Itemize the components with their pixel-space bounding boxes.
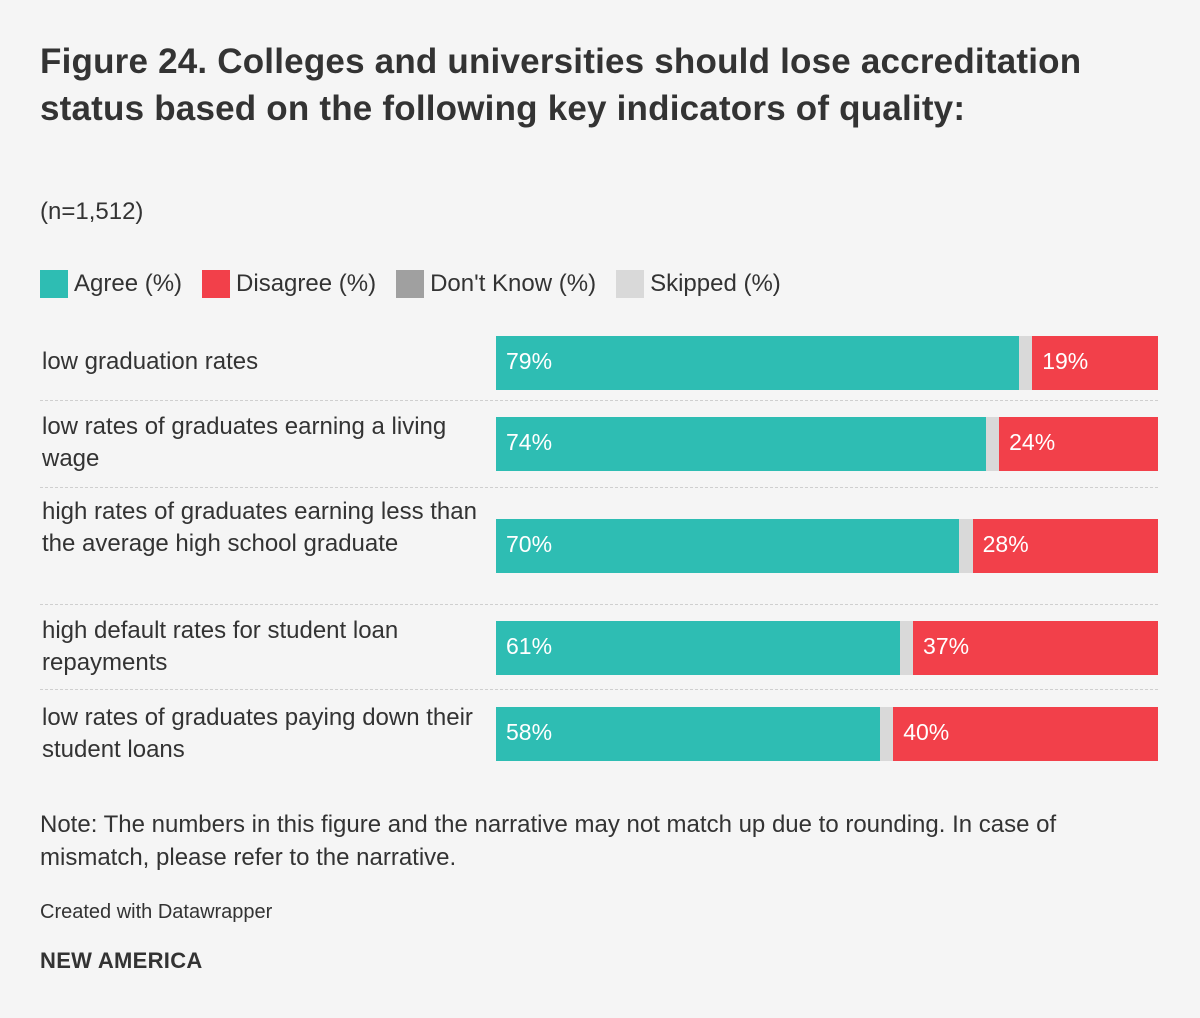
stacked-bar: 79% 19% [496, 336, 1158, 390]
bar-segment-don-t-know [1018, 336, 1033, 390]
chart-row: high rates of graduates earning less tha… [40, 488, 1158, 605]
chart-row: low rates of graduates paying down their… [40, 690, 1158, 774]
footnote: Note: The numbers in this figure and the… [40, 811, 1057, 871]
category-label: low rates of graduates paying down their… [42, 704, 473, 763]
category-label: high rates of graduates earning less tha… [42, 498, 477, 557]
bar-segment-disagree: 28% [972, 519, 1158, 573]
organization-logo: NEW AMERICA [40, 948, 203, 973]
data-label-disagree: 37% [923, 633, 970, 659]
bar-segment-agree: 61% [496, 621, 900, 675]
legend-swatch-disagree [202, 270, 231, 298]
chart-row: high default rates for student loan repa… [40, 605, 1158, 690]
legend-item-dont-know: Don't Know (%) [396, 270, 596, 298]
bar-segment-don-t-know [899, 621, 914, 675]
category-label: low graduation rates [42, 348, 259, 375]
data-label-disagree: 24% [1009, 429, 1056, 455]
data-label-agree: 58% [506, 719, 553, 745]
legend-label-agree: Agree (%) [74, 270, 183, 297]
bar-segment-agree: 58% [496, 707, 880, 761]
legend-swatch-dont-know [396, 270, 425, 298]
bar-segment-agree: 74% [496, 417, 986, 471]
chart-row: low graduation rates 79% 19% [40, 328, 1158, 401]
bar-segment-disagree: 37% [913, 621, 1158, 675]
chart-row: low rates of graduates earning a living … [40, 401, 1158, 488]
legend-item-disagree: Disagree (%) [202, 270, 376, 298]
data-label-disagree: 28% [982, 531, 1029, 557]
bar-segment-agree: 70% [496, 519, 960, 573]
stacked-bar: 74% 24% [496, 417, 1158, 471]
legend-item-skipped: Skipped (%) [616, 270, 781, 298]
bar-segment-don-t-know [985, 417, 1000, 471]
bar-segment-disagree: 24% [999, 417, 1158, 471]
legend-label-disagree: Disagree (%) [236, 270, 377, 297]
data-label-disagree: 19% [1042, 348, 1089, 374]
chart-subtitle: (n=1,512) [40, 198, 144, 225]
data-label-agree: 79% [506, 348, 553, 374]
stacked-bar: 58% 40% [496, 707, 1158, 761]
bar-segment-agree: 79% [496, 336, 1019, 390]
legend-swatch-skipped [616, 270, 645, 298]
bar-segment-disagree: 40% [893, 707, 1158, 761]
credit-text: Created with Datawrapper [40, 901, 273, 923]
data-label-disagree: 40% [903, 719, 950, 745]
legend-label-skipped: Skipped (%) [650, 270, 781, 297]
stacked-bar: 61% 37% [496, 621, 1158, 675]
bar-segment-don-t-know [959, 519, 973, 573]
legend-item-agree: Agree (%) [40, 270, 182, 298]
category-label: high default rates for student loan repa… [42, 617, 399, 676]
bar-segment-disagree: 19% [1032, 336, 1158, 390]
legend-label-dont-know: Don't Know (%) [430, 270, 597, 297]
legend-swatch-agree [40, 270, 68, 298]
category-label: low rates of graduates earning a living … [42, 413, 447, 472]
legend: Agree (%) Disagree (%) Don't Know (%) Sk… [40, 270, 801, 298]
chart-title: Figure 24. Colleges and universities sho… [40, 42, 1082, 128]
data-label-agree: 61% [506, 633, 553, 659]
data-label-agree: 70% [506, 531, 553, 557]
stacked-bar: 70% 28% [496, 519, 1158, 573]
bar-segment-don-t-know [879, 707, 894, 761]
data-label-agree: 74% [506, 429, 553, 455]
